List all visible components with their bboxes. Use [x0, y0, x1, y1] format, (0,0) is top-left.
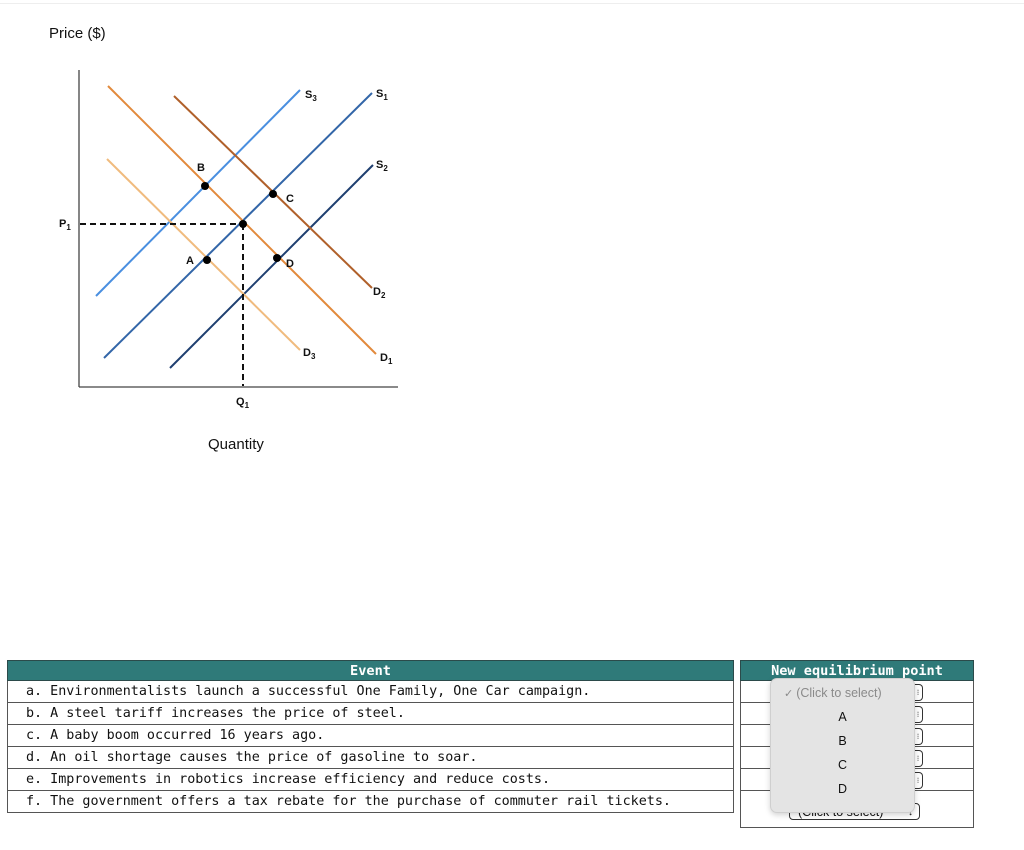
d3-label: D3: [303, 347, 316, 361]
point-d-label: D: [286, 258, 294, 270]
select-c[interactable]: ⁝: [914, 728, 923, 745]
event-row-a: a. Environmentalists launch a successful…: [7, 680, 734, 703]
point-d: [273, 254, 281, 262]
d2-label: D2: [373, 286, 386, 300]
equilibrium-point: [239, 220, 247, 228]
p1-label: P1: [59, 218, 71, 232]
select-a[interactable]: ⁝: [914, 684, 923, 701]
point-a-label: A: [186, 255, 194, 267]
point-a: [203, 256, 211, 264]
event-table: Event a. Environmentalists launch a succ…: [7, 660, 734, 813]
event-row-d: d. An oil shortage causes the price of g…: [7, 746, 734, 769]
supply-curve-s1: [103, 92, 373, 359]
d1-label: D1: [380, 352, 393, 366]
event-header: Event: [7, 660, 734, 681]
top-divider: [0, 3, 1024, 4]
supply-demand-graph: A B C D S3 S1 S2 D2 D3 D1 P1 Q1: [59, 70, 398, 410]
supply-curve-s2: [169, 164, 374, 369]
point-c-label: C: [286, 193, 294, 205]
demand-curve-d1: [107, 85, 377, 355]
x-axis-label: Quantity: [208, 436, 264, 453]
select-e[interactable]: ⁝: [914, 772, 923, 789]
demand-curve-d3: [106, 158, 301, 351]
select-d[interactable]: ⁝: [914, 750, 923, 767]
dropdown-option-d[interactable]: D: [837, 782, 848, 796]
point-b: [201, 182, 209, 190]
event-row-c: c. A baby boom occurred 16 years ago.: [7, 724, 734, 747]
dropdown-option-a[interactable]: A: [838, 710, 847, 724]
checkmark-icon: ✓: [784, 688, 794, 700]
s3-label: S3: [305, 89, 317, 103]
event-row-e: e. Improvements in robotics increase eff…: [7, 768, 734, 791]
event-row-f: f. The government offers a tax rebate fo…: [7, 790, 734, 813]
dropdown-option-b[interactable]: B: [838, 734, 847, 748]
event-row-b: b. A steel tariff increases the price of…: [7, 702, 734, 725]
point-b-label: B: [197, 162, 205, 174]
s1-label: S1: [376, 88, 388, 102]
supply-curve-s3: [95, 89, 301, 297]
point-dropdown-menu: ✓ (Click to select) A B C D: [770, 678, 915, 813]
select-b[interactable]: ⁝: [914, 706, 923, 723]
dropdown-option-placeholder[interactable]: ✓ (Click to select): [784, 686, 882, 700]
dropdown-option-c[interactable]: C: [837, 758, 848, 772]
y-axis-label: Price ($): [49, 25, 106, 42]
s2-label: S2: [376, 159, 388, 173]
point-c: [269, 190, 277, 198]
q1-label: Q1: [236, 396, 250, 410]
